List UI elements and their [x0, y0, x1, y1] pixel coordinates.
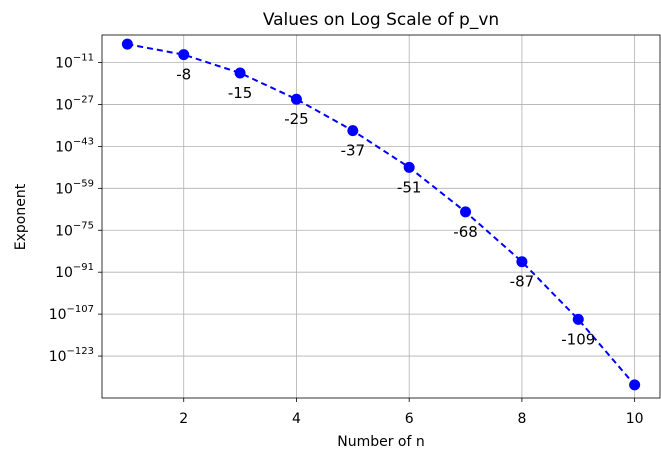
x-tick-label: 4	[292, 411, 301, 427]
y-tick-label: 10−43	[55, 136, 94, 155]
data-point	[516, 256, 528, 268]
y-axis-label: Exponent	[13, 183, 29, 250]
data-point	[403, 161, 415, 173]
data-point	[178, 49, 190, 61]
x-tick-label: 6	[405, 411, 414, 427]
x-axis-label: Number of n	[337, 434, 425, 450]
data-point	[347, 125, 359, 137]
y-tick-label: 10−11	[55, 53, 94, 72]
data-point	[629, 379, 641, 391]
data-label: -51	[397, 178, 422, 196]
y-tick-label: 10−27	[55, 94, 94, 113]
y-tick-label: 10−75	[55, 220, 94, 239]
data-point	[234, 67, 246, 79]
plot-area-frame	[101, 34, 661, 399]
data-label: -37	[341, 142, 366, 160]
y-tick-label: 10−59	[55, 178, 94, 197]
x-tick-label: 2	[179, 411, 188, 427]
x-tick-label: 10	[626, 411, 644, 427]
data-label: -8	[176, 66, 191, 84]
data-label: -109	[561, 330, 595, 348]
series-line	[127, 43, 636, 386]
chart-title: Values on Log Scale of p_vn	[263, 10, 499, 30]
data-point	[121, 38, 133, 50]
data-point	[572, 313, 584, 325]
y-tick-label: 10−107	[49, 304, 94, 323]
data-label: -87	[510, 273, 535, 291]
y-tick-label: 10−123	[49, 346, 94, 365]
x-tick-label: 8	[517, 411, 526, 427]
data-point	[460, 206, 472, 218]
y-tick-label: 10−91	[55, 262, 94, 281]
data-point	[290, 93, 302, 105]
data-label: -15	[228, 84, 253, 102]
data-label: -68	[453, 223, 478, 241]
data-label: -25	[284, 110, 309, 128]
